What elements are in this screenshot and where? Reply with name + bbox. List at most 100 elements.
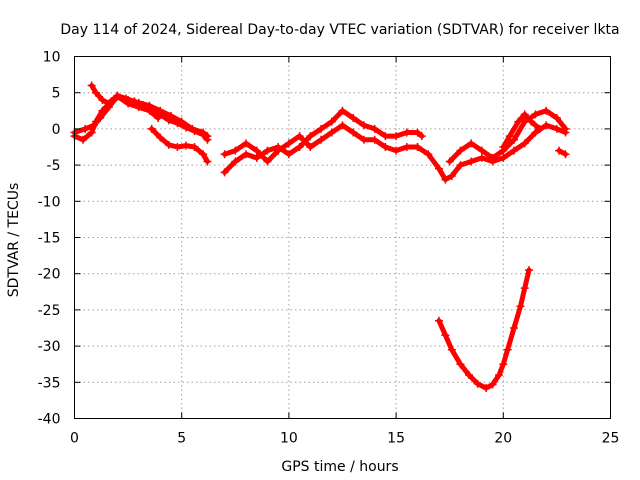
data-point xyxy=(166,111,175,120)
data-point xyxy=(156,133,165,142)
data-point xyxy=(113,92,122,101)
data-point xyxy=(242,139,251,148)
data-point xyxy=(531,128,540,137)
series-track-g xyxy=(413,121,570,184)
data-point xyxy=(495,371,504,380)
series-band xyxy=(222,108,425,175)
data-point xyxy=(445,157,454,166)
data-point xyxy=(173,143,182,151)
data-point xyxy=(190,143,199,151)
data-point xyxy=(327,117,336,126)
x-tick-label: 15 xyxy=(387,431,405,447)
data-point xyxy=(91,88,100,97)
data-point xyxy=(552,114,561,123)
x-tick-label: 5 xyxy=(177,431,186,447)
data-point xyxy=(263,157,272,166)
data-point xyxy=(124,99,133,108)
data-point xyxy=(81,124,90,133)
data-point xyxy=(561,150,570,159)
data-point xyxy=(527,117,536,126)
data-point xyxy=(199,150,208,159)
data-point xyxy=(392,132,401,141)
series-band xyxy=(436,267,532,391)
data-point xyxy=(203,132,212,141)
data-point xyxy=(349,114,358,123)
series-track-j xyxy=(555,146,570,159)
chart-title: Day 114 of 2024, Sidereal Day-to-day VTE… xyxy=(60,22,619,38)
data-point xyxy=(147,124,156,133)
data-point xyxy=(467,139,476,148)
data-point xyxy=(467,157,476,166)
data-point xyxy=(542,106,551,115)
data-point xyxy=(231,157,240,166)
data-point xyxy=(456,161,465,170)
data-point xyxy=(349,128,358,137)
data-point xyxy=(402,143,411,151)
data-point xyxy=(220,150,229,159)
x-tick-label: 10 xyxy=(280,431,298,447)
y-tick-label: -35 xyxy=(38,375,61,391)
data-point xyxy=(482,384,491,393)
y-tick-label: -30 xyxy=(38,339,61,355)
data-point xyxy=(434,164,443,173)
data-point xyxy=(154,114,163,123)
data-point xyxy=(542,121,551,130)
data-point xyxy=(295,143,304,151)
data-point xyxy=(327,128,336,137)
data-point xyxy=(520,139,529,148)
data-point xyxy=(456,360,465,369)
data-point xyxy=(242,150,251,159)
data-point xyxy=(514,117,523,126)
data-point xyxy=(402,128,411,137)
series-track-e xyxy=(220,106,426,177)
series-track-c xyxy=(87,81,163,123)
data-point xyxy=(338,121,347,130)
y-tick-label: 0 xyxy=(52,122,61,138)
data-point xyxy=(181,141,190,150)
data-point xyxy=(392,146,401,155)
data-point xyxy=(456,146,465,155)
data-point xyxy=(89,121,98,130)
data-point xyxy=(488,380,497,389)
data-point xyxy=(134,103,143,112)
data-point xyxy=(424,150,433,159)
data-point xyxy=(252,153,261,162)
data-point xyxy=(381,143,390,151)
series-band xyxy=(500,111,543,150)
data-point xyxy=(447,171,456,180)
data-point xyxy=(284,150,293,159)
data-point xyxy=(555,146,564,155)
data-point xyxy=(473,379,482,388)
data-point xyxy=(188,124,197,133)
data-point xyxy=(177,117,186,126)
data-point xyxy=(499,143,508,151)
data-point xyxy=(510,146,519,155)
data-point xyxy=(359,121,368,130)
data-point xyxy=(274,146,283,155)
data-point xyxy=(306,132,315,141)
data-point xyxy=(531,110,540,119)
data-point xyxy=(552,124,561,133)
data-point xyxy=(413,128,422,137)
data-point xyxy=(156,106,165,115)
data-point xyxy=(199,128,208,137)
data-point xyxy=(145,106,154,115)
data-point xyxy=(510,135,519,144)
data-point xyxy=(441,175,450,184)
data-point xyxy=(499,153,508,162)
series-band xyxy=(447,108,568,164)
data-point xyxy=(284,139,293,148)
data-point xyxy=(441,331,450,340)
data-point xyxy=(203,157,212,166)
y-tick-label: -25 xyxy=(38,303,61,319)
data-point xyxy=(381,132,390,141)
data-point xyxy=(477,153,486,162)
data-point xyxy=(98,95,107,104)
series-track-k xyxy=(434,266,534,393)
series-track-a xyxy=(70,91,212,144)
data-point xyxy=(231,146,240,155)
data-point xyxy=(417,132,426,141)
data-series xyxy=(70,81,570,393)
data-point xyxy=(295,132,304,141)
data-point xyxy=(338,106,347,115)
